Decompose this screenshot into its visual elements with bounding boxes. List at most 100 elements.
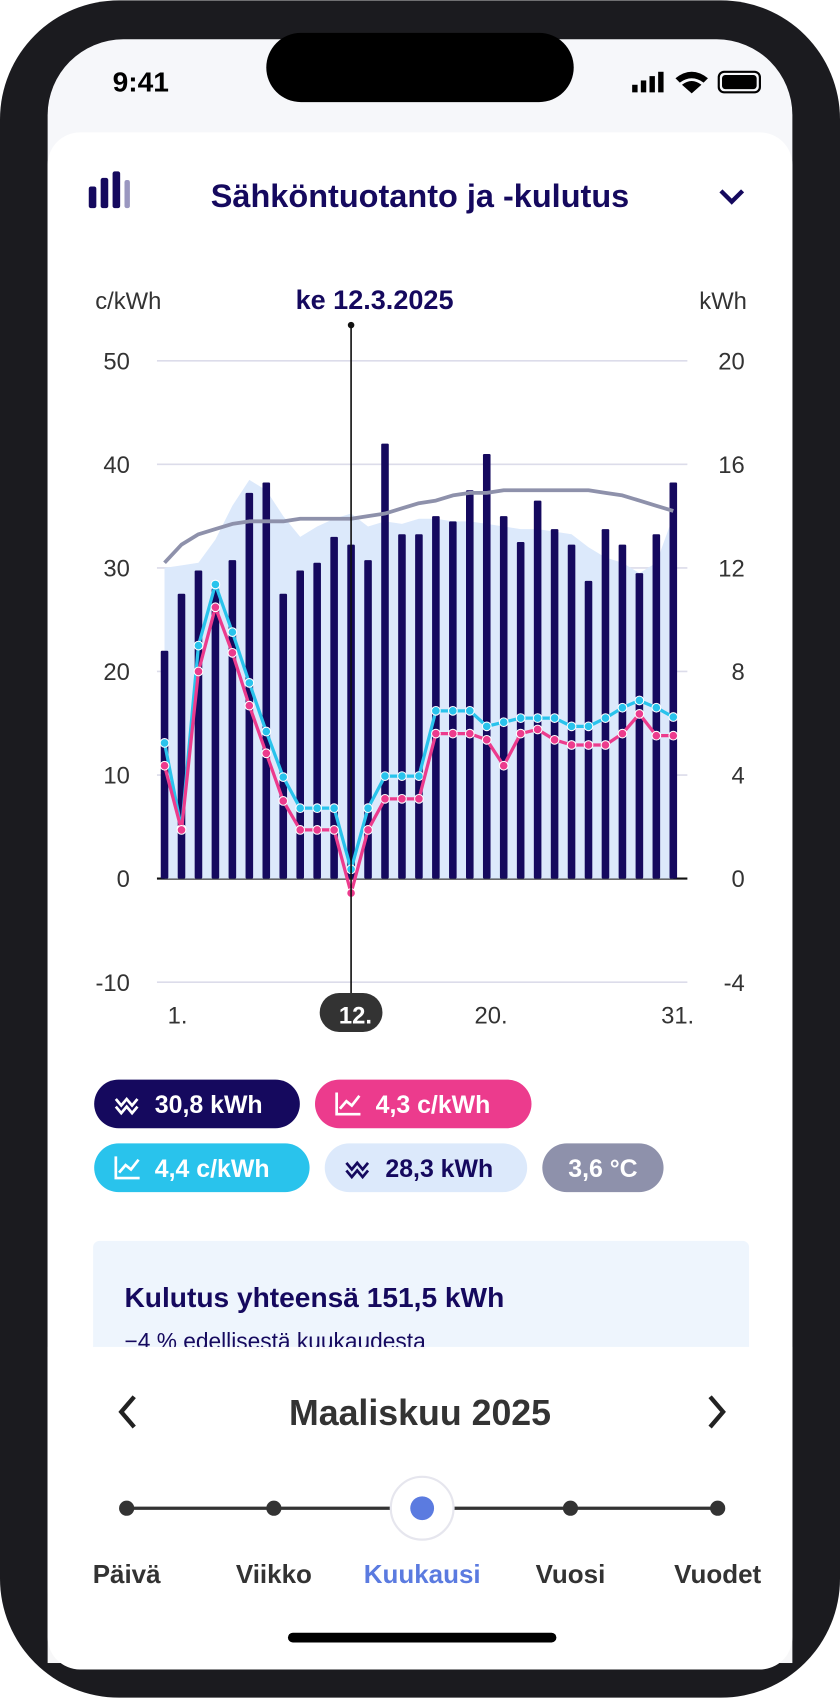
chip-label: 4,4 c/kWh — [155, 1155, 270, 1183]
chip-label: 28,3 kWh — [385, 1155, 493, 1183]
x-tick-label: 1. — [168, 1002, 188, 1029]
dropdown-chevron[interactable] — [719, 189, 745, 205]
selected-x-badge[interactable] — [319, 992, 383, 1032]
line-point — [210, 602, 221, 613]
line-point — [464, 728, 475, 739]
line-point — [244, 700, 255, 711]
y-tick-label: 0 — [117, 866, 130, 893]
bar — [262, 482, 271, 879]
line-point — [329, 825, 339, 835]
bar — [635, 573, 644, 879]
chip-label: 4,3 c/kWh — [376, 1091, 491, 1119]
slider-stop[interactable] — [710, 1500, 726, 1516]
chart-icon — [88, 171, 130, 209]
line-point — [668, 712, 679, 722]
line-point — [363, 825, 373, 835]
line-point — [566, 721, 577, 732]
line-point — [600, 713, 611, 723]
chip-label: 3,6 °C — [568, 1155, 637, 1183]
line-point — [193, 666, 204, 677]
bar — [330, 536, 338, 879]
slider-stop[interactable] — [562, 1500, 579, 1516]
notch — [266, 32, 574, 103]
line-point — [193, 640, 204, 651]
y-tick-label: 20 — [103, 659, 129, 686]
bar — [466, 490, 474, 879]
prev-button[interactable] — [118, 1395, 136, 1429]
x-tick-label: 31. — [661, 1002, 694, 1029]
y2-tick-label: 16 — [718, 452, 744, 479]
bar — [499, 516, 508, 879]
chip[interactable] — [324, 1143, 528, 1193]
line-point — [498, 717, 509, 728]
chart: c/kWh kWh ke 12.3.2025 -10 0 10 20 30 40 50 -4 0… — [95, 285, 747, 1032]
tab-label[interactable]: Vuosi — [536, 1559, 606, 1589]
bar — [364, 560, 372, 879]
bar — [415, 534, 423, 879]
tab-label[interactable]: Vuodet — [674, 1559, 761, 1589]
bar — [516, 542, 525, 879]
chip[interactable] — [94, 1143, 310, 1193]
chip-icon — [114, 1156, 140, 1180]
bar — [398, 534, 406, 879]
summary-box — [93, 1240, 750, 1382]
slider-knob[interactable] — [410, 1496, 435, 1521]
line-point — [549, 713, 560, 723]
line-point — [515, 713, 526, 723]
status-icons — [632, 70, 761, 94]
line-point — [447, 705, 458, 716]
line-point — [414, 793, 424, 804]
y2-tick-label: 8 — [731, 659, 744, 686]
bar — [279, 593, 288, 879]
line-point — [176, 825, 187, 835]
tab-label[interactable]: Viikko — [236, 1559, 312, 1589]
bar — [177, 593, 186, 879]
cursor-dot — [347, 321, 355, 329]
line-point — [532, 713, 543, 723]
bar — [482, 454, 491, 879]
line-point — [278, 796, 289, 806]
line-point — [329, 803, 339, 814]
home-indicator — [287, 1632, 557, 1643]
line-point — [397, 771, 407, 781]
next-button[interactable] — [708, 1395, 726, 1429]
line-point — [583, 740, 594, 750]
line-point — [261, 726, 272, 737]
line-point — [600, 740, 611, 750]
line — [163, 488, 674, 565]
chip-icon — [335, 1092, 361, 1116]
selected-date: ke 12.3.2025 — [296, 285, 454, 315]
line-point — [210, 579, 221, 590]
chip[interactable] — [315, 1079, 532, 1129]
line-point — [261, 748, 272, 759]
bar — [432, 516, 440, 879]
line-point — [244, 677, 255, 688]
line-point — [227, 647, 238, 658]
slider-stop[interactable] — [266, 1500, 282, 1516]
line-point — [227, 627, 238, 637]
y2-tick-label: 20 — [718, 348, 744, 375]
line-point — [481, 721, 492, 732]
chip[interactable] — [542, 1143, 664, 1193]
line-point — [634, 695, 645, 706]
line-point — [431, 705, 441, 716]
bar — [381, 443, 389, 879]
chip-icon — [114, 1096, 139, 1116]
line-point — [447, 728, 458, 739]
period-tabs: Päivä Viikko Kuukausi Vuosi Vuodet — [93, 1475, 762, 1589]
line-point — [617, 728, 628, 739]
chip[interactable] — [94, 1079, 300, 1129]
slider-stop[interactable] — [119, 1500, 135, 1516]
bar — [669, 482, 678, 879]
x-tick-label: 20. — [475, 1002, 508, 1029]
bar — [194, 570, 203, 879]
y-tick-label: -10 — [95, 970, 129, 997]
tab-label[interactable]: Päivä — [93, 1559, 161, 1589]
line-point — [380, 793, 390, 804]
bar — [313, 562, 321, 879]
period-title: Maaliskuu 2025 — [289, 1393, 551, 1433]
line-point — [617, 702, 628, 713]
chip-icon — [345, 1160, 370, 1180]
tab-label[interactable]: Kuukausi — [364, 1559, 481, 1589]
